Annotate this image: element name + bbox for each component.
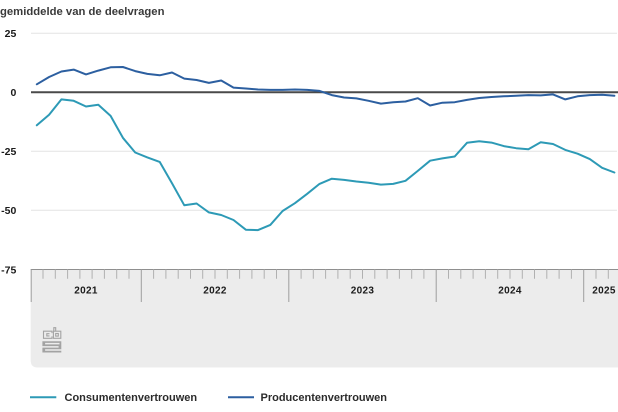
svg-text:Producentenvertrouwen: Producentenvertrouwen bbox=[261, 392, 388, 404]
svg-text:-25: -25 bbox=[1, 146, 16, 158]
svg-text:2023: 2023 bbox=[351, 286, 375, 297]
svg-text:0: 0 bbox=[10, 87, 16, 99]
svg-text:2021: 2021 bbox=[74, 286, 98, 297]
svg-text:2022: 2022 bbox=[203, 286, 227, 297]
svg-text:-75: -75 bbox=[1, 265, 16, 277]
svg-text:Consumentenvertrouwen: Consumentenvertrouwen bbox=[65, 392, 198, 404]
svg-text:2025: 2025 bbox=[592, 286, 616, 297]
svg-text:2024: 2024 bbox=[498, 286, 522, 297]
svg-text:25: 25 bbox=[5, 28, 17, 40]
svg-text:gemiddelde van de deelvragen: gemiddelde van de deelvragen bbox=[0, 6, 165, 18]
svg-text:-50: -50 bbox=[1, 205, 16, 217]
